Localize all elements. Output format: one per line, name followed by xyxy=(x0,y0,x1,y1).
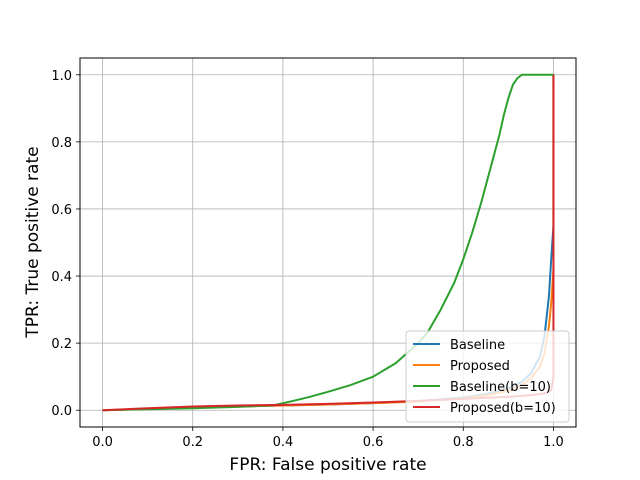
x-tick-label: 0.8 xyxy=(453,435,474,450)
plot-frame xyxy=(79,57,577,428)
y-tick-label: 0.4 xyxy=(51,270,72,285)
y-tick-label: 0.8 xyxy=(51,136,72,151)
y-tick-label: 1.0 xyxy=(51,69,72,84)
y-axis-label: TPR: True positive rate xyxy=(23,146,43,338)
legend: Baseline Proposed Baseline(b=10) Proposed(b… xyxy=(405,330,570,423)
x-axis-label: FPR: False positive rate xyxy=(229,455,426,475)
legend-label-0: Baseline xyxy=(450,338,505,353)
legend-label-3: Proposed(b=10) xyxy=(450,401,556,416)
series-line-2 xyxy=(102,73,555,412)
y-axis: 0.0 0.2 0.4 0.6 0.8 1.0 xyxy=(51,69,80,419)
y-tick-label: 0.2 xyxy=(51,337,72,352)
legend-label-2: Baseline(b=10) xyxy=(450,380,551,395)
x-tick-label: 0.4 xyxy=(273,435,294,450)
y-tick-label: 0.0 xyxy=(51,404,72,419)
x-tick-label: 0.0 xyxy=(92,435,113,450)
x-axis: 0.0 0.2 0.4 0.6 0.8 1.0 xyxy=(92,427,564,450)
legend-box xyxy=(405,330,570,423)
x-tick-label: 1.0 xyxy=(543,435,564,450)
legend-label-1: Proposed xyxy=(450,359,510,374)
x-tick-label: 0.6 xyxy=(363,435,384,450)
x-tick-label: 0.2 xyxy=(182,435,203,450)
y-tick-label: 0.6 xyxy=(51,203,72,218)
